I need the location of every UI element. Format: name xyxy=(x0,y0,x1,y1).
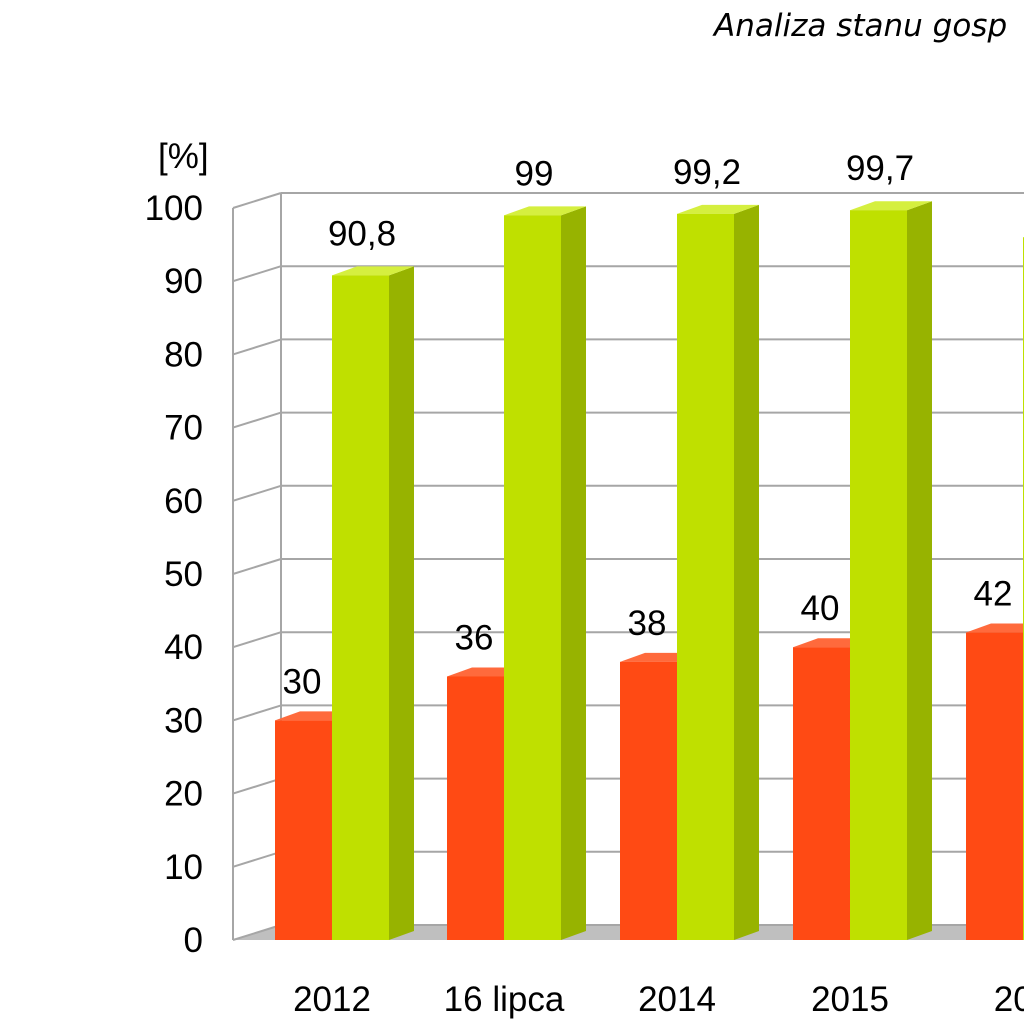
bar-series2-top xyxy=(332,266,414,276)
y-tick-label: 40 xyxy=(164,628,203,667)
bar-series1-top xyxy=(966,623,1024,633)
bar-series2-side xyxy=(561,206,586,940)
data-label: 30 xyxy=(283,662,322,701)
data-label: 40 xyxy=(801,589,840,628)
gridline-side xyxy=(232,484,282,502)
bar-series2 xyxy=(850,201,932,941)
x-axis-labels: 2012 16 lipca 2014 2015 201 xyxy=(293,980,1024,1019)
bar-series1-front xyxy=(966,632,1023,940)
data-label: 99,2 xyxy=(673,153,741,192)
gridline-side xyxy=(232,558,282,575)
gridline-side xyxy=(232,631,282,649)
bar-series2-top xyxy=(850,201,932,211)
data-label: 36 xyxy=(455,618,494,657)
bar-series2-front xyxy=(850,210,907,941)
bar-series2-side xyxy=(734,204,759,940)
y-tick-label: 50 xyxy=(164,555,203,594)
data-label: 99 xyxy=(515,154,554,193)
x-tick-label: 16 lipca xyxy=(444,980,565,1019)
bar-series2-top xyxy=(677,204,759,214)
data-label: 99,7 xyxy=(846,149,914,188)
gridline-side xyxy=(232,924,282,941)
bar-series2 xyxy=(677,204,759,940)
x-tick-label: 2012 xyxy=(293,980,371,1019)
gridline-side xyxy=(232,777,282,795)
bar-series2-front xyxy=(504,215,561,940)
bar-series2-front xyxy=(677,213,734,940)
bar-series2-front xyxy=(332,275,389,940)
x-tick-label: 2015 xyxy=(811,980,889,1019)
gridline-side xyxy=(232,704,282,722)
y-tick-label: 80 xyxy=(164,335,203,374)
bar-series1 xyxy=(966,623,1024,940)
y-tick-label: 0 xyxy=(184,921,203,960)
x-tick-label: 2014 xyxy=(638,980,716,1019)
data-label: 90,8 xyxy=(328,214,396,253)
chart-bars xyxy=(275,201,1024,941)
y-tick-label: 90 xyxy=(164,262,203,301)
gridline-side xyxy=(232,192,282,209)
bar-series1-front xyxy=(447,676,504,940)
bar-series2 xyxy=(504,206,586,940)
bar-series2 xyxy=(332,266,414,940)
gridline-side xyxy=(232,338,282,356)
gridline-side xyxy=(232,411,282,429)
y-tick-label: 10 xyxy=(164,848,203,887)
y-axis-label: [%] xyxy=(158,137,209,176)
bar-series2-side xyxy=(907,201,932,941)
gridline-side xyxy=(232,850,282,868)
y-tick-label: 20 xyxy=(164,775,203,814)
y-tick-label: 100 xyxy=(145,189,203,228)
data-label: 42 xyxy=(974,575,1013,614)
x-tick-label: 201 xyxy=(994,980,1024,1019)
chart-header-title: Analiza stanu gosp xyxy=(714,8,1008,44)
bar-series1-front xyxy=(275,720,332,940)
y-axis-ticks: 0 10 20 30 40 50 60 70 80 90 100 xyxy=(145,189,203,960)
y-tick-label: 60 xyxy=(164,482,203,521)
gridline-side xyxy=(232,265,282,283)
y-tick-label: 30 xyxy=(164,701,203,740)
bar-series2-side xyxy=(389,266,414,940)
bar-series2-top xyxy=(504,206,586,216)
data-label: 38 xyxy=(628,604,667,643)
bar-series1-front xyxy=(793,647,850,940)
y-tick-label: 70 xyxy=(164,409,203,448)
bar-series1-front xyxy=(620,661,677,940)
